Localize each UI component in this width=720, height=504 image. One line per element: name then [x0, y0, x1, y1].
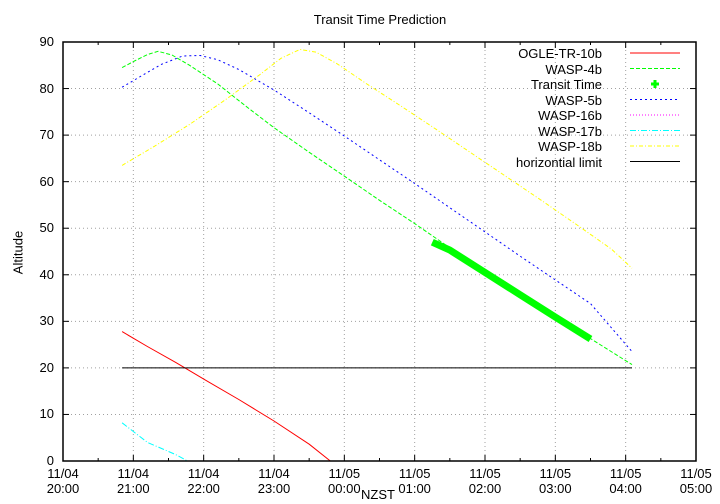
legend-label: OGLE-TR-10b	[518, 46, 602, 61]
legend: OGLE-TR-10b WASP-4b Transit Time WASP-5b…	[470, 46, 690, 170]
axis-ticks	[62, 41, 697, 462]
legend-label: WASP-17b	[538, 123, 602, 139]
x-tick-label: 11/05 02:00	[455, 466, 515, 496]
x-tick-label: 11/04 21:00	[103, 466, 163, 496]
y-tick-label: 70	[39, 127, 54, 143]
x-tick-date: 11/05	[609, 466, 642, 481]
x-tick-label: 11/04 22:00	[174, 466, 234, 496]
y-tick-label: 10	[39, 406, 54, 422]
series-wasp-5b	[121, 55, 633, 352]
x-tick-date: 11/04	[258, 466, 290, 481]
y-tick-label: 80	[39, 80, 54, 96]
series-wasp-18b	[121, 48, 633, 269]
legend-item-ogle-tr-10b: OGLE-TR-10b	[470, 46, 690, 62]
chart-title: Transit Time Prediction	[313, 12, 447, 27]
x-tick-time: 20:00	[46, 481, 80, 496]
legend-label: Transit Time	[530, 77, 602, 92]
x-tick-time: 23:00	[257, 481, 291, 496]
x-tick-label: 11/04 23:00	[244, 466, 304, 496]
legend-item-horizontal-limit: horizontial limit	[470, 155, 690, 171]
series-wasp-17b	[121, 422, 188, 462]
x-tick-date: 11/05	[398, 466, 431, 481]
legend-item-wasp-5b: WASP-5b	[470, 93, 690, 109]
y-tick-label: 30	[39, 313, 54, 329]
x-tick-date: 11/05	[680, 466, 712, 481]
legend-item-wasp-18b: WASP-18b	[470, 139, 690, 155]
legend-label: WASP-18b	[538, 139, 602, 154]
y-tick-label: 90	[39, 34, 54, 49]
x-tick-time: 22:00	[187, 481, 220, 496]
x-tick-time: 03:00	[539, 481, 572, 496]
y-tick-label: 60	[39, 173, 54, 189]
x-tick-date: 11/04	[47, 466, 79, 481]
x-tick-date: 11/05	[539, 466, 572, 481]
data-series	[121, 48, 633, 462]
x-tick-time: 02:00	[468, 481, 502, 496]
legend-label: WASP-5b	[545, 92, 602, 108]
x-tick-time: 01:00	[398, 481, 431, 496]
legend-sample-plus-icon	[651, 80, 659, 88]
x-tick-label: 11/05 04:00	[596, 466, 656, 496]
y-tick-label: 0	[46, 453, 54, 468]
legend-label: horizontial limit	[516, 154, 602, 170]
legend-item-wasp-17b: WASP-17b	[470, 124, 690, 140]
x-tick-date: 11/05	[328, 466, 361, 481]
x-axis-label: NZST	[361, 487, 395, 502]
legend-item-wasp-4b: WASP-4b	[470, 62, 690, 78]
x-tick-time: 00:00	[328, 481, 361, 496]
x-tick-time: 05:00	[679, 481, 713, 496]
legend-label: WASP-4b	[545, 61, 602, 77]
legend-label: WASP-16b	[538, 108, 602, 123]
legend-item-wasp-16b: WASP-16b	[470, 108, 690, 124]
legend-samples	[630, 52, 680, 162]
y-tick-label: 40	[39, 266, 54, 282]
y-tick-label: 20	[39, 359, 54, 375]
x-tick-label: 11/05 00:00	[314, 466, 374, 496]
x-tick-label: 11/05 03:00	[525, 466, 585, 496]
series-transit-time	[430, 239, 593, 342]
series-ogle-tr-10b	[121, 331, 331, 462]
x-tick-date: 11/04	[117, 466, 150, 481]
x-tick-time: 04:00	[609, 481, 642, 496]
y-tick-label: 50	[39, 220, 54, 236]
x-tick-label: 11/04 20:00	[33, 466, 93, 496]
x-tick-label: 11/05 01:00	[385, 466, 445, 496]
x-tick-time: 21:00	[117, 481, 150, 496]
x-tick-date: 11/04	[187, 466, 220, 481]
x-tick-date: 11/05	[469, 466, 501, 481]
x-tick-label: 11/05 05:00	[666, 466, 720, 496]
legend-item-transit-time: Transit Time	[470, 77, 690, 93]
